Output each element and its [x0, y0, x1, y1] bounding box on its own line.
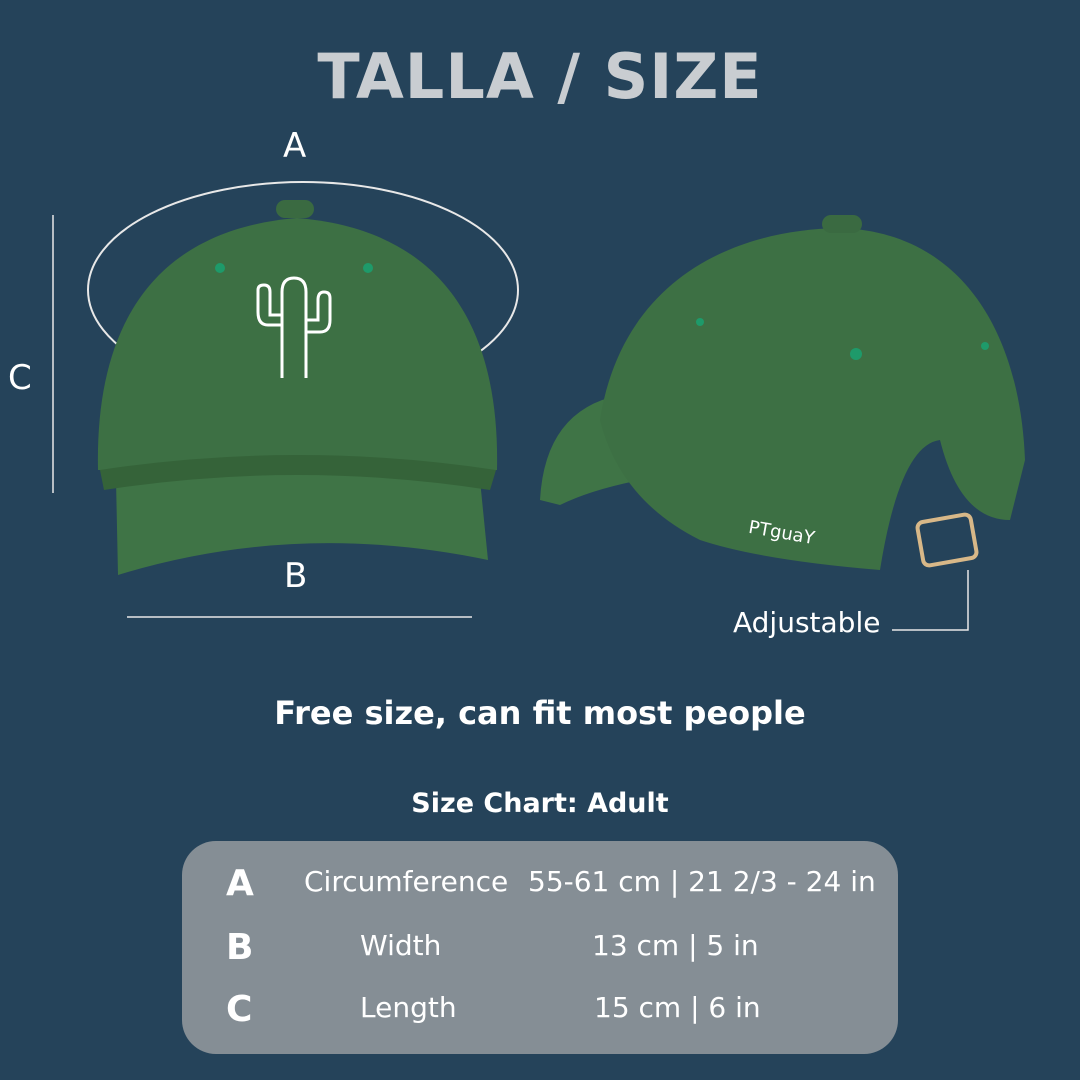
size-chart-title: Size Chart: Adult [411, 788, 669, 819]
row-value: 13 cm | 5 in [592, 929, 759, 962]
label-c: C [8, 358, 32, 398]
label-a: A [283, 126, 307, 166]
row-value: 15 cm | 6 in [594, 991, 761, 1024]
label-b: B [284, 556, 308, 596]
row-name: Width [360, 929, 442, 962]
buckle-icon [915, 512, 979, 568]
table-row: C Length 15 cm | 6 in [182, 987, 898, 1047]
row-name: Circumference [304, 865, 509, 898]
cap-illustration: PTguaY [52, 181, 1025, 631]
size-chart-table: A Circumference 55-61 cm | 21 2/3 - 24 i… [182, 841, 898, 1054]
row-letter: C [226, 989, 253, 1030]
table-row: B Width 13 cm | 5 in [182, 925, 898, 985]
cactus-embroidery [256, 276, 332, 378]
adjustable-pointer [892, 570, 969, 631]
front-cap-image [87, 181, 519, 575]
back-cap-image: PTguaY [540, 215, 1025, 570]
adjustable-label: Adjustable [733, 606, 881, 639]
page-title: TALLA / SIZE [317, 40, 763, 113]
row-value: 55-61 cm | 21 2/3 - 24 in [528, 865, 876, 898]
row-letter: A [226, 863, 254, 904]
row-letter: B [226, 927, 254, 968]
row-name: Length [360, 991, 457, 1024]
free-size-text: Free size, can fit most people [274, 694, 806, 732]
table-row: A Circumference 55-61 cm | 21 2/3 - 24 i… [182, 861, 898, 921]
